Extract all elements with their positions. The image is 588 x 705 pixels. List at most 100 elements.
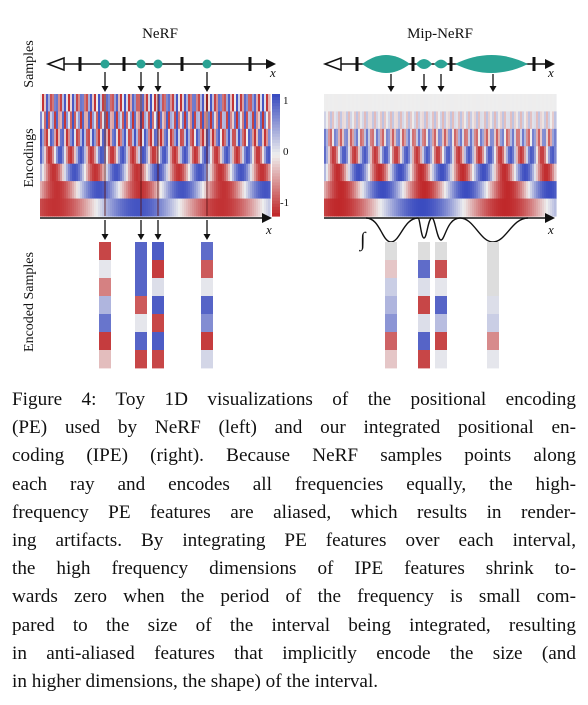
mipnerf-encoding-heatmap-cell: [438, 146, 441, 165]
mipnerf-encoding-heatmap-cell: [430, 198, 433, 217]
nerf-encoding-heatmap-cell: [152, 181, 155, 200]
mipnerf-encoding-heatmap-cell: [412, 181, 415, 200]
nerf-encoding-heatmap-cell: [254, 128, 257, 147]
mipnerf-encoding-heatmap-cell: [466, 146, 469, 165]
nerf-encoding-heatmap-cell: [86, 163, 89, 182]
mipnerf-encoding-heatmap-cell: [516, 163, 519, 182]
nerf-encoding-heatmap-cell: [184, 181, 187, 200]
mipnerf-encoding-heatmap-cell: [486, 128, 489, 147]
mipnerf-encoding-heatmap-cell: [404, 163, 407, 182]
nerf-encoding-heatmap-cell: [160, 111, 163, 130]
nerf-encoding-heatmap-cell: [50, 146, 53, 165]
mipnerf-encoding-heatmap-cell: [454, 181, 457, 200]
nerf-encoding-heatmap-cell: [52, 128, 55, 147]
mipnerf-encoded-column-cell: [487, 350, 499, 369]
nerf-encoding-heatmap-cell: [248, 146, 251, 165]
nerf-encoded-column-cell: [201, 260, 213, 279]
nerf-encoding-heatmap-cell: [218, 128, 221, 147]
nerf-encoding-heatmap-cell: [60, 111, 63, 130]
nerf-encoding-heatmap-cell: [134, 198, 137, 217]
nerf-encoding-heatmap-cell: [132, 111, 135, 130]
mipnerf-gaussian-blob: [362, 55, 410, 73]
mipnerf-encoding-heatmap-cell: [332, 128, 335, 147]
mipnerf-encoding-heatmap-cell: [464, 146, 467, 165]
mipnerf-encoding-heatmap-cell: [446, 146, 449, 165]
nerf-encoding-heatmap-cell: [252, 181, 255, 200]
nerf-encoding-heatmap-cell: [52, 181, 55, 200]
caption-line: in anti-aliased features that implicitly…: [12, 642, 576, 664]
nerf-encoding-heatmap-cell: [76, 111, 79, 130]
mipnerf-encoding-heatmap-cell: [406, 111, 409, 130]
mipnerf-encoding-heatmap-cell: [366, 198, 369, 217]
mipnerf-encoding-heatmap-cell: [438, 94, 441, 113]
nerf-encoding-heatmap-cell: [134, 111, 137, 130]
nerf-encoding-heatmap-cell: [138, 146, 141, 165]
nerf-encoding-heatmap-cell: [214, 94, 217, 113]
mipnerf-encoding-heatmap-cell: [420, 111, 423, 130]
mipnerf-encoding-heatmap-cell: [394, 198, 397, 217]
mipnerf-encoding-heatmap-cell: [544, 94, 547, 113]
nerf-encoding-heatmap-cell: [184, 146, 187, 165]
mipnerf-encoding-heatmap-cell: [430, 181, 433, 200]
mipnerf-encoding-heatmap-cell: [340, 163, 343, 182]
mipnerf-encoding-heatmap-cell: [512, 198, 515, 217]
mipnerf-encoding-heatmap-cell: [404, 181, 407, 200]
mipnerf-encoding-heatmap-cell: [430, 111, 433, 130]
mipnerf-encoding-heatmap-cell: [360, 181, 363, 200]
mipnerf-encoding-heatmap-cell: [544, 146, 547, 165]
colorbar-segment: [272, 164, 280, 168]
mipnerf-encoding-heatmap-cell: [498, 181, 501, 200]
mipnerf-encoding-heatmap-cell: [470, 198, 473, 217]
mipnerf-encoding-heatmap-cell: [534, 111, 537, 130]
nerf-encoding-heatmap-cell: [240, 128, 243, 147]
mipnerf-encoding-heatmap-cell: [482, 111, 485, 130]
mipnerf-encoding-heatmap-cell: [498, 111, 501, 130]
colorbar-segment: [272, 179, 280, 184]
nerf-encoded-column-cell: [201, 296, 213, 315]
nerf-encoding-heatmap-cell: [210, 181, 213, 200]
mipnerf-encoding-heatmap-cell: [446, 198, 449, 217]
mipnerf-encoding-heatmap-cell: [360, 198, 363, 217]
nerf-encoding-heatmap-cell: [132, 146, 135, 165]
nerf-encoding-heatmap-cell: [158, 111, 161, 130]
mipnerf-encoding-heatmap-cell: [332, 111, 335, 130]
nerf-encoding-heatmap-cell: [58, 111, 61, 130]
nerf-encoding-heatmap-cell: [130, 128, 133, 147]
nerf-encoding-heatmap-cell: [122, 163, 125, 182]
nerf-encoding-heatmap-cell: [182, 181, 185, 200]
nerf-encoding-heatmap-cell: [158, 181, 161, 200]
nerf-encoding-heatmap-cell: [188, 94, 191, 113]
nerf-encoding-heatmap-cell: [106, 163, 109, 182]
nerf-encoding-heatmap-cell: [178, 146, 181, 165]
mipnerf-encoding-heatmap-cell: [400, 163, 403, 182]
mipnerf-encoding-heatmap-cell: [456, 198, 459, 217]
nerf-encoding-heatmap-cell: [174, 111, 177, 130]
nerf-encoding-heatmap-cell: [198, 128, 201, 147]
mipnerf-encoding-heatmap-cell: [360, 94, 363, 113]
nerf-encoding-heatmap-cell: [230, 128, 233, 147]
nerf-encoding-heatmap-cell: [162, 128, 165, 147]
mipnerf-encoding-heatmap-cell: [488, 198, 491, 217]
mipnerf-encoding-heatmap-cell: [366, 146, 369, 165]
nerf-encoding-heatmap-cell: [76, 94, 79, 113]
nerf-encoding-heatmap-cell: [218, 94, 221, 113]
mipnerf-encoding-heatmap-cell: [430, 163, 433, 182]
mipnerf-encoding-heatmap-cell: [490, 128, 493, 147]
mipnerf-encoding-heatmap-cell: [494, 128, 497, 147]
nerf-encoded-column-cell: [152, 242, 164, 261]
mipnerf-encoding-heatmap-cell: [434, 198, 437, 217]
mipnerf-encoding-heatmap-cell: [426, 163, 429, 182]
mipnerf-encoding-heatmap-cell: [324, 111, 327, 130]
nerf-encoding-heatmap-cell: [210, 94, 213, 113]
nerf-encoding-heatmap-cell: [204, 111, 207, 130]
nerf-encoding-heatmap-cell: [166, 94, 169, 113]
colorbar-segment: [272, 124, 280, 129]
nerf-encoding-heatmap-cell: [82, 198, 85, 217]
nerf-encoding-heatmap-cell: [106, 111, 109, 130]
nerf-encoding-heatmap-cell: [90, 198, 93, 217]
colorbar-segment: [272, 112, 280, 116]
nerf-encoding-heatmap-cell: [78, 163, 81, 182]
nerf-encoding-heatmap-cell: [218, 146, 221, 165]
row-label-encoded-samples: Encoded Samples: [22, 252, 37, 352]
caption-line: pared to the size of the interval being …: [12, 614, 576, 636]
